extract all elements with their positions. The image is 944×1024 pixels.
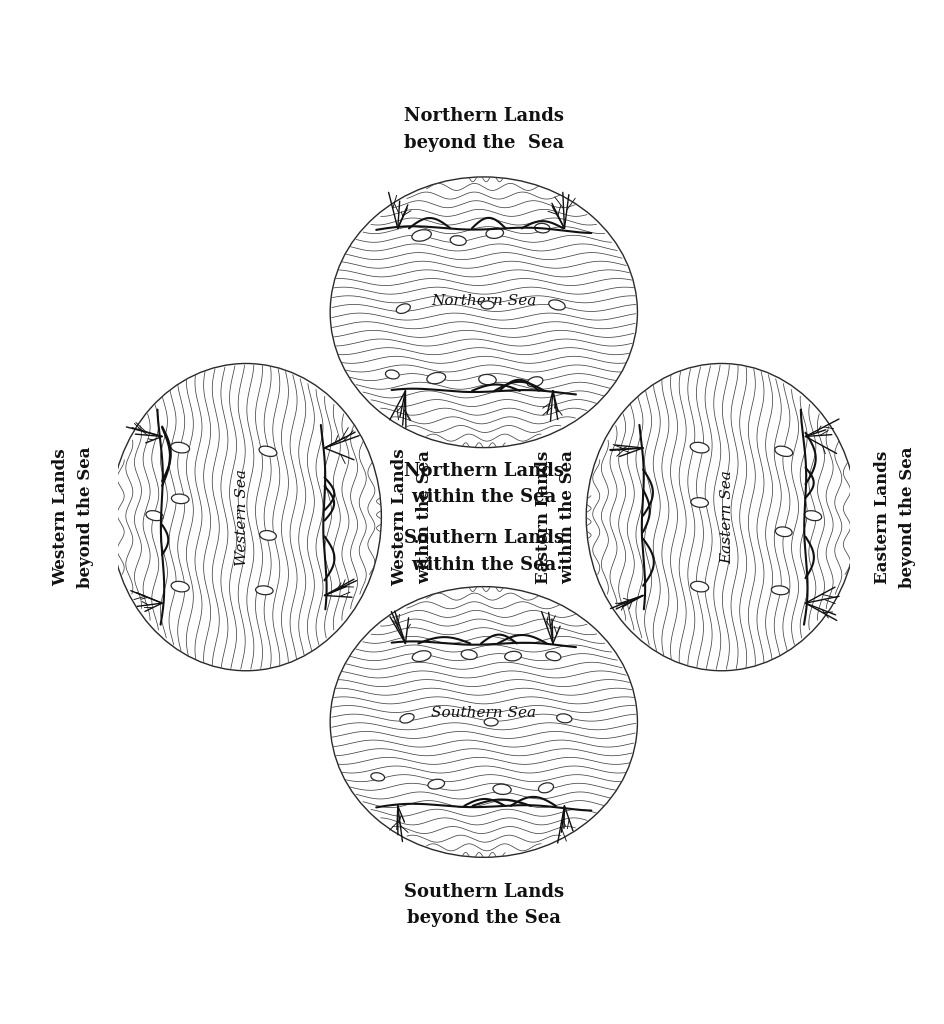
Ellipse shape: [171, 442, 190, 453]
Ellipse shape: [396, 304, 411, 313]
Ellipse shape: [256, 586, 273, 595]
Ellipse shape: [527, 377, 543, 387]
Text: Eastern Lands
beyond the Sea: Eastern Lands beyond the Sea: [874, 446, 916, 588]
Ellipse shape: [371, 773, 384, 781]
Ellipse shape: [691, 582, 709, 592]
Ellipse shape: [771, 586, 789, 595]
Text: Southern Sea: Southern Sea: [431, 707, 536, 720]
Ellipse shape: [690, 442, 709, 453]
Ellipse shape: [480, 301, 494, 309]
Text: Eastern Lands
within the Sea: Eastern Lands within the Sea: [534, 451, 577, 584]
Ellipse shape: [428, 779, 445, 790]
Ellipse shape: [775, 446, 793, 457]
Ellipse shape: [259, 446, 277, 457]
Ellipse shape: [493, 784, 512, 795]
Ellipse shape: [586, 364, 857, 671]
Ellipse shape: [775, 527, 792, 537]
Ellipse shape: [427, 373, 446, 384]
Ellipse shape: [557, 714, 572, 723]
Ellipse shape: [172, 494, 189, 504]
Ellipse shape: [450, 236, 466, 246]
Ellipse shape: [548, 300, 565, 310]
Ellipse shape: [462, 650, 477, 659]
Ellipse shape: [691, 498, 708, 507]
Text: Northern Lands
within the Sea: Northern Lands within the Sea: [404, 462, 564, 507]
Ellipse shape: [400, 714, 414, 723]
Ellipse shape: [330, 587, 637, 857]
Text: Southern Lands
beyond the Sea: Southern Lands beyond the Sea: [404, 883, 564, 927]
Ellipse shape: [534, 223, 550, 232]
Ellipse shape: [479, 375, 497, 385]
Ellipse shape: [486, 228, 503, 239]
Ellipse shape: [330, 177, 637, 447]
Text: Northern Sea: Northern Sea: [431, 294, 536, 308]
Ellipse shape: [546, 651, 561, 660]
Text: Western Sea: Western Sea: [235, 469, 249, 565]
Text: Southern Lands
within the Sea: Southern Lands within the Sea: [404, 529, 564, 573]
Text: Northern Lands
beyond the  Sea: Northern Lands beyond the Sea: [404, 108, 564, 152]
Ellipse shape: [484, 718, 498, 726]
Ellipse shape: [505, 651, 521, 660]
Ellipse shape: [146, 511, 163, 520]
Ellipse shape: [413, 650, 431, 662]
Ellipse shape: [804, 511, 821, 520]
Text: Western Lands
within the Sea: Western Lands within the Sea: [391, 449, 433, 586]
Ellipse shape: [538, 782, 553, 793]
Ellipse shape: [260, 530, 277, 541]
Ellipse shape: [110, 364, 381, 671]
Ellipse shape: [385, 370, 399, 379]
Text: Eastern Sea: Eastern Sea: [720, 470, 734, 564]
Ellipse shape: [171, 582, 189, 592]
Ellipse shape: [412, 229, 431, 242]
Text: Western Lands
beyond the Sea: Western Lands beyond the Sea: [52, 446, 93, 588]
